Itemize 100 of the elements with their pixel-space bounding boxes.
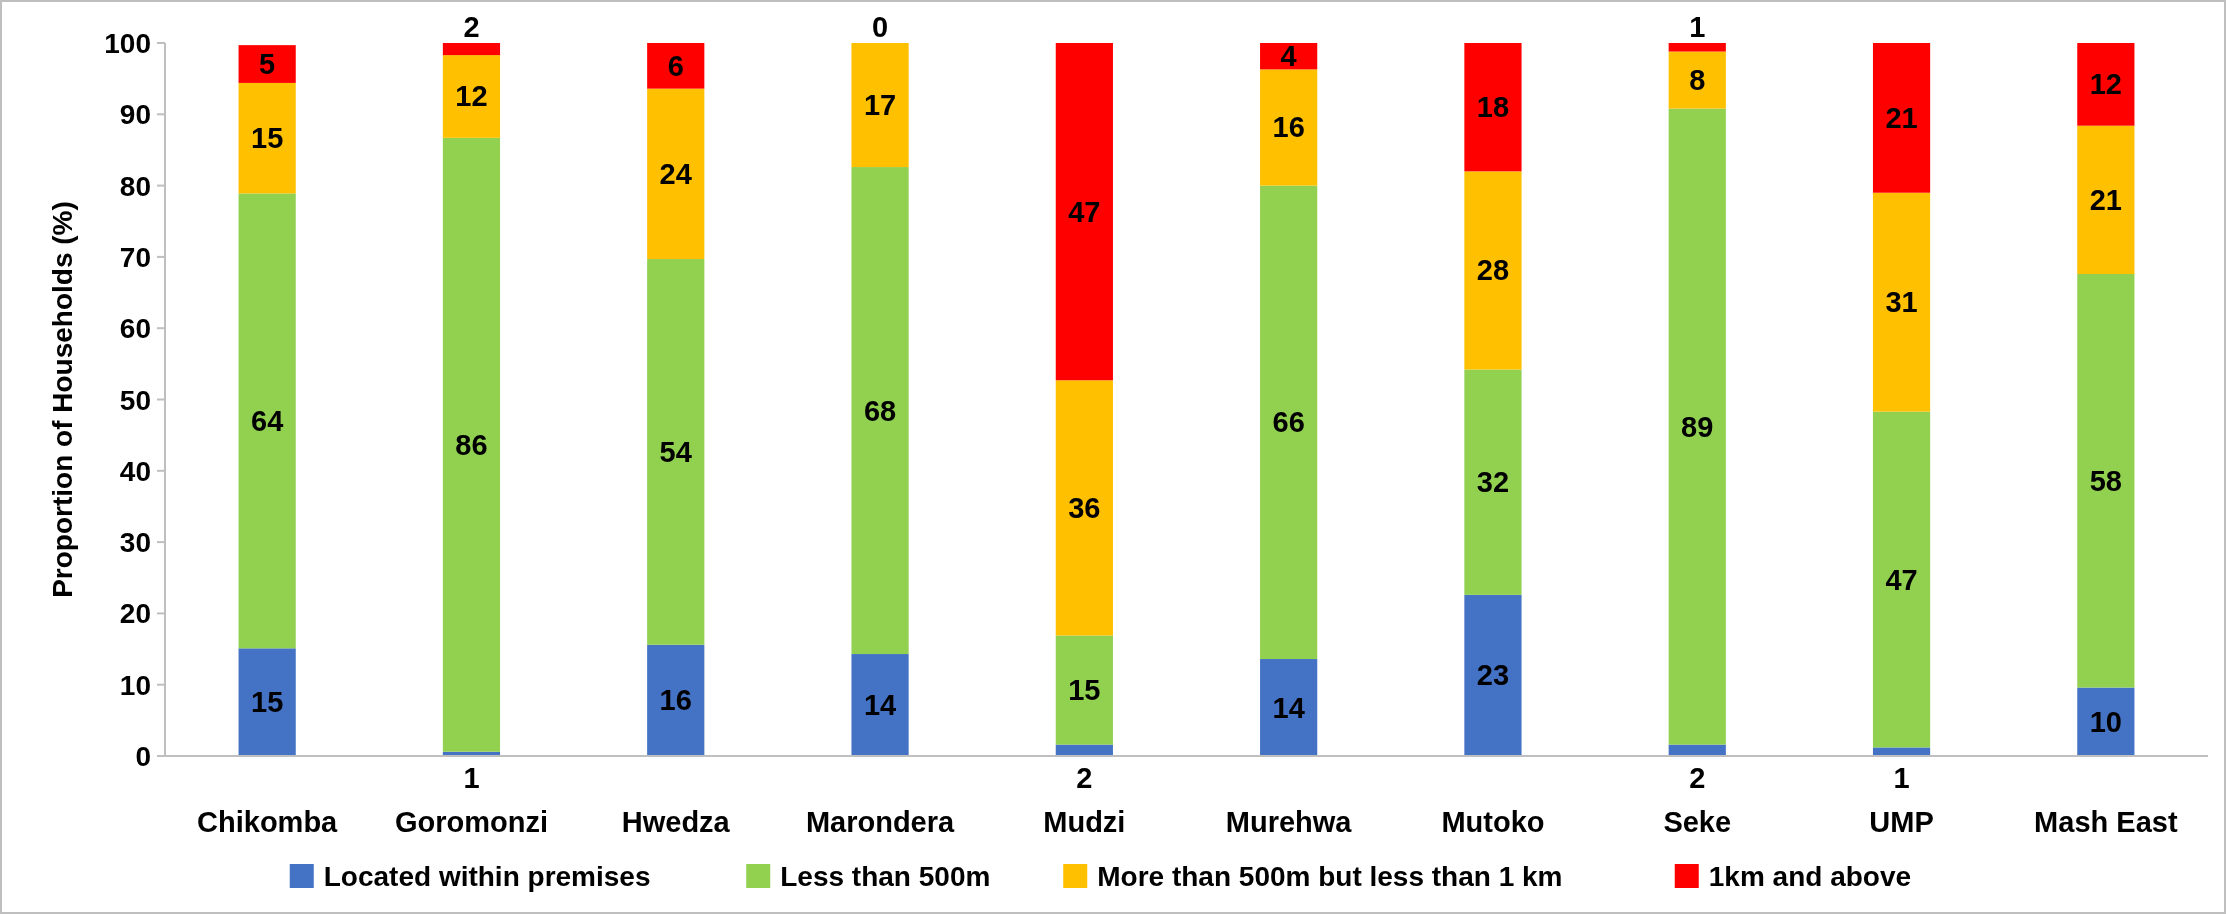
data-label: 89 [1681,410,1714,443]
data-label: 8 [1689,64,1706,97]
bar [1464,43,1522,172]
bar [1464,171,1522,370]
x-tick-label: Murehwa [1225,806,1353,838]
bar [851,43,909,168]
bar [647,644,705,756]
bar [1872,192,1931,412]
data-label: 17 [863,89,897,122]
bar [442,137,501,752]
legend-label: 1km and above [1708,861,1912,892]
data-label: 31 [1885,286,1918,319]
x-tick-label: Mudzi [1043,806,1126,838]
data-label: 66 [1272,406,1305,439]
data-label: 1 [1689,11,1706,43]
data-label: 5 [259,48,276,81]
y-tick-label: 60 [119,313,151,345]
data-label: 2 [1076,762,1093,794]
bar [1260,659,1318,756]
bar [442,43,501,56]
data-label: 14 [1272,691,1305,724]
y-tick-label: 10 [119,669,151,701]
data-label: 2 [463,11,480,43]
data-label: 10 [2089,705,2122,738]
data-label: 32 [1476,466,1510,499]
data-label: 15 [1068,674,1101,707]
bar [1668,43,1726,52]
data-label: 2 [1689,762,1706,794]
bar [647,43,705,89]
y-tick-label: 30 [119,527,151,559]
y-tick-label: 50 [119,384,151,416]
bar [238,45,296,83]
data-label: 23 [1476,659,1510,692]
bar [2077,274,2135,688]
x-tick-label: Goromonzi [394,806,548,838]
bar [1464,594,1522,756]
y-tick-label: 70 [119,241,151,273]
y-tick-label: 0 [135,741,151,772]
data-label: 0 [871,11,889,43]
bar [1872,747,1931,756]
data-label: 15 [251,122,284,155]
y-tick-label: 100 [104,28,151,59]
data-label: 14 [863,689,897,722]
x-tick-label: Mash East [2034,806,2178,838]
bar [1464,369,1522,595]
bar [647,259,705,645]
data-label: 24 [659,157,692,190]
data-label: 64 [251,404,284,437]
data-label: 15 [251,686,284,719]
x-tick-label: Marondera [805,806,956,838]
data-label: 1 [463,762,480,794]
bar [1055,635,1113,745]
data-label: 21 [2089,183,2122,216]
data-label: 47 [1068,195,1101,228]
bar [1260,185,1318,660]
y-tick-label: 90 [119,99,151,131]
data-label: 18 [1476,91,1510,124]
data-label: 36 [1068,491,1101,524]
data-label: 6 [667,49,684,82]
y-tick-label: 40 [119,455,151,487]
y-tick-label: 80 [119,170,151,202]
bar [1055,380,1113,636]
legend-label: Less than 500m [780,861,991,892]
y-tick-label: 20 [119,598,151,630]
legend-label: More than 500m but less than 1 km [1097,861,1563,892]
data-label: 47 [1885,563,1918,596]
bar [2077,125,2135,275]
x-tick-label: Chikomba [197,806,339,838]
bar [851,167,909,655]
data-label: 86 [455,428,488,461]
data-label: 21 [1885,101,1918,134]
data-label: 28 [1476,254,1510,287]
bar [1260,69,1318,186]
data-label: 54 [659,435,692,468]
data-label: 12 [455,80,488,113]
bar [1668,108,1726,745]
x-tick-label: UMP [1869,806,1934,838]
data-label: 58 [2089,464,2122,497]
bar [1055,43,1113,381]
data-label: 16 [1272,111,1305,144]
data-label: 16 [659,684,692,717]
bar [1872,411,1931,748]
x-tick-label: Seke [1663,806,1732,838]
data-label: 12 [2089,68,2122,101]
bar [647,88,705,260]
bar [238,648,296,756]
data-label: 68 [863,394,897,427]
data-label: 1 [1893,762,1910,794]
x-tick-label: Hwedza [621,806,731,838]
legend-label: Located within premises [323,861,651,892]
bar [2077,43,2135,126]
bar [238,82,296,194]
y-axis-title: Proportion of Households (%) [47,201,78,598]
bar [1668,51,1726,109]
data-label: 4 [1280,40,1297,73]
bar [442,55,501,138]
bar [238,193,296,649]
x-tick-label: Mutoko [1441,806,1545,838]
bar [851,654,909,756]
bar [1872,43,1931,193]
